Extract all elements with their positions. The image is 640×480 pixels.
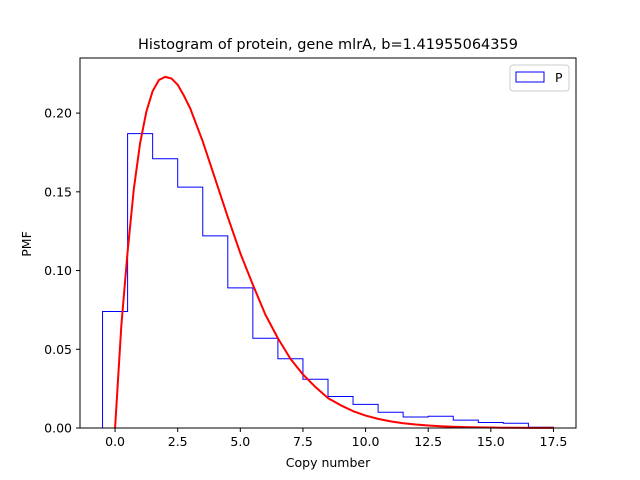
legend: P <box>509 64 570 92</box>
x-tick-label: 5.0 <box>230 434 250 449</box>
x-tick-label: 10.0 <box>352 434 380 449</box>
plot-area <box>102 75 554 429</box>
axis-ticks: 0.0 2.5 5.0 7.5 10.0 12.5 15.0 17.5 0.00 0.05 0.10… <box>44 57 577 449</box>
fit-curve <box>114 75 554 429</box>
x-tick-label: 17.5 <box>540 434 568 449</box>
x-tick-label: 2.5 <box>168 434 188 449</box>
y-tick-label: 0.15 <box>44 184 72 199</box>
y-tick-label: 0.20 <box>44 106 72 121</box>
legend-entry-label: P <box>555 70 563 85</box>
axes-frame <box>79 57 577 429</box>
y-tick-label: 0.00 <box>44 421 72 436</box>
chart-title: Histogram of protein, gene mlrA, b=1.419… <box>138 37 518 53</box>
x-tick-label: 7.5 <box>293 434 313 449</box>
legend-swatch <box>515 71 545 83</box>
x-tick-label: 15.0 <box>477 434 505 449</box>
x-tick-label: 0.0 <box>105 434 125 449</box>
y-tick-label: 0.10 <box>44 263 72 278</box>
x-axis-label: Copy number <box>286 455 371 470</box>
histogram-series-p <box>102 133 554 428</box>
y-axis-label: PMF <box>19 231 34 257</box>
x-tick-label: 12.5 <box>414 434 442 449</box>
y-tick-label: 0.05 <box>44 342 72 357</box>
